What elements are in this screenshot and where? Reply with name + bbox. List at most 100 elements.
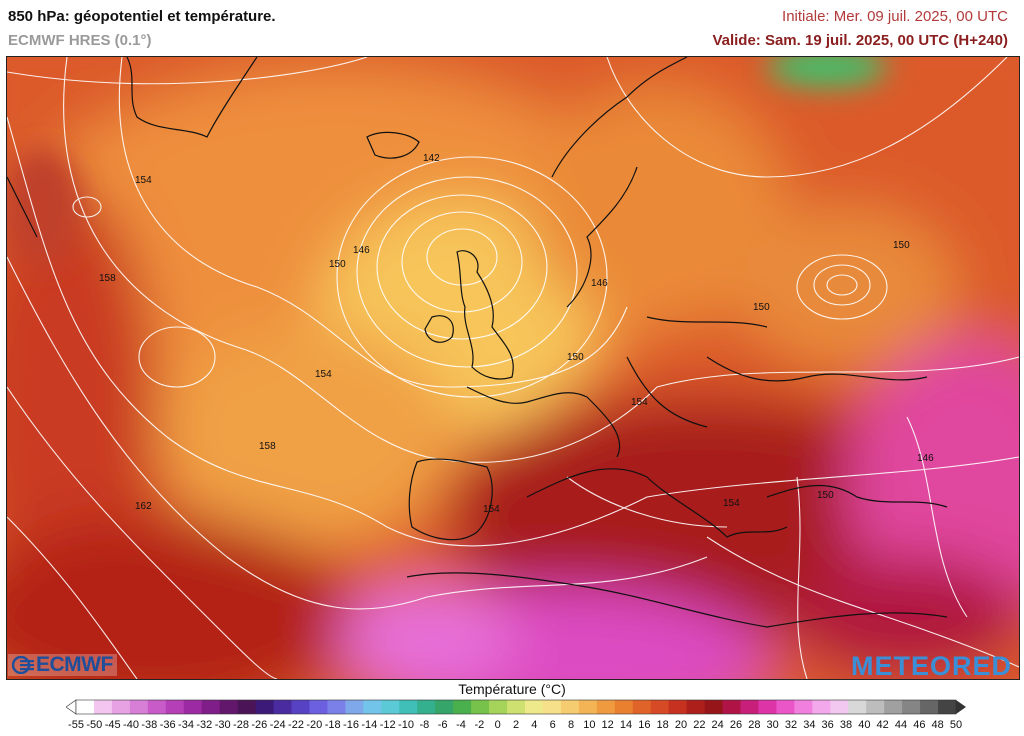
legend-tick-label: 42 [876, 719, 889, 731]
coastlines [7, 57, 948, 628]
ecmwf-logo-text: ECMWF [36, 653, 113, 676]
legend-tick-label: 32 [784, 719, 798, 731]
contour-label: 158 [99, 273, 116, 284]
legend-swatch [183, 700, 203, 714]
meteored-logo: METEORED [850, 651, 1012, 681]
legend-tick-label: -20 [306, 719, 323, 731]
contour-label: 154 [483, 504, 500, 515]
legend-swatch [435, 700, 454, 714]
contour-label: 154 [723, 498, 740, 509]
contour-label: 142 [423, 153, 440, 164]
legend-swatch [560, 700, 580, 714]
legend-swatch [722, 700, 741, 714]
legend-tick-label: -30 [214, 719, 231, 731]
legend-tick-label: -36 [159, 719, 176, 731]
legend-tick-label: 6 [549, 719, 556, 731]
legend-swatch [165, 700, 185, 714]
legend-tick-label: 26 [729, 719, 743, 731]
contour-label: 150 [567, 352, 584, 363]
contour-label: 150 [893, 240, 910, 251]
legend-tick-label: 18 [656, 719, 669, 731]
contour-labels: 142 146 150 154 158 162 154 158 154 150 … [99, 153, 934, 515]
legend-swatch [596, 700, 616, 714]
legend-tick-label: 22 [693, 719, 706, 731]
legend-tick-label: -45 [104, 719, 121, 731]
legend-tick-label: -8 [419, 719, 430, 731]
legend-tick-label: 2 [512, 719, 520, 731]
legend-swatch [111, 700, 131, 714]
legend-swatch [578, 700, 598, 714]
valid-time: Valide: Sam. 19 juil. 2025, 00 UTC (H+24… [712, 32, 1008, 49]
legend-swatch [794, 700, 813, 714]
init-time: Initiale: Mer. 09 juil. 2025, 00 UTC [782, 8, 1008, 25]
temperature-field [7, 57, 1019, 679]
legend-swatch [399, 700, 418, 714]
contour-label: 154 [135, 175, 152, 186]
legend-tick-label: -16 [343, 719, 359, 731]
legend-swatch [309, 700, 328, 714]
legend-ticks: -55 -50 -45 -40 -38 -36 -34 -32 -30 -28 -26 -24 -22-… [68, 719, 962, 733]
contour-label: 146 [917, 453, 934, 464]
legend-swatch [219, 700, 239, 714]
legend-tick-label: 34 [803, 719, 816, 731]
legend-tick-label: -50 [86, 719, 103, 731]
legend-swatch [650, 700, 670, 714]
legend-swatch [147, 700, 167, 714]
legend-swatch [686, 700, 705, 714]
legend-swatch [129, 700, 149, 714]
contour-label: 154 [631, 397, 648, 408]
legend-tick-label: 40 [858, 719, 871, 731]
legend-tick-label: -26 [251, 719, 268, 731]
legend-tick-label: 50 [949, 719, 963, 731]
legend-tick-label: 12 [601, 719, 614, 731]
contour-label: 146 [591, 278, 608, 289]
legend-swatch [704, 700, 723, 714]
legend-swatch [902, 700, 921, 714]
legend-swatch [453, 700, 472, 714]
legend-swatch [237, 700, 256, 714]
legend-tick-label: -18 [324, 719, 341, 731]
legend-tick-label: 4 [531, 719, 538, 731]
legend-tick-label: -32 [196, 719, 213, 731]
contour-label: 146 [353, 245, 370, 256]
legend-swatch [938, 700, 957, 714]
legend-tick-label: 30 [766, 719, 779, 731]
legend-swatch [740, 700, 759, 714]
legend-swatch [668, 700, 688, 714]
ecmwf-logo-icon [12, 656, 34, 674]
legend-swatch [291, 700, 310, 714]
legend-swatch [507, 700, 526, 714]
map-title: 850 hPa: géopotentiel et température. [8, 8, 276, 25]
legend-tick-label: 44 [894, 719, 908, 731]
legend-swatch [201, 700, 221, 714]
legend-swatch [524, 700, 544, 714]
contour-label: 158 [259, 441, 276, 452]
contour-label: 150 [817, 490, 834, 501]
ecmwf-logo: ECMWF [8, 653, 117, 676]
legend-tick-label: 14 [619, 719, 633, 731]
legend-tick-label: -22 [288, 719, 304, 731]
contour-label: 150 [329, 259, 346, 270]
legend-tick-label: -24 [269, 719, 286, 731]
legend-tick-label: -28 [233, 719, 249, 731]
legend-tick-label: -55 [68, 719, 84, 731]
legend-swatch [614, 700, 634, 714]
legend-tick-label: 46 [913, 719, 926, 731]
legend-swatch [273, 700, 292, 714]
legend-tick-label: -12 [379, 719, 396, 731]
legend-tick-label: 24 [711, 719, 724, 731]
legend-arrow-low [66, 699, 77, 715]
legend-tick-label: -34 [178, 719, 194, 731]
legend-swatch [471, 700, 490, 714]
model-name: ECMWF HRES (0.1°) [8, 32, 152, 49]
legend-swatch [866, 700, 885, 714]
contour-label: 150 [753, 302, 770, 313]
legend-swatch [489, 700, 508, 714]
legend-tick-label: -2 [474, 719, 485, 731]
legend-swatch [848, 700, 867, 714]
legend-tick-label: -14 [361, 719, 378, 731]
weather-map[interactable]: 142 146 150 154 158 162 154 158 154 150 … [6, 56, 1020, 680]
legend-swatch [93, 700, 113, 714]
legend-title: Température (°C) [458, 681, 566, 697]
legend-tick-label: -40 [123, 719, 139, 731]
